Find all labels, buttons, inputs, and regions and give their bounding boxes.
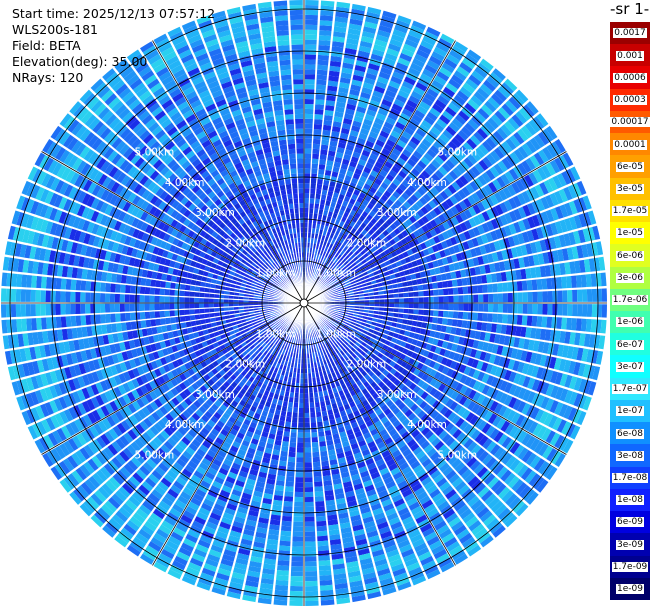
colorbar-tick-label: 1.7e-06 bbox=[611, 295, 649, 306]
colorbar-cell: 0.0006 bbox=[610, 66, 650, 90]
colorbar-cell: 0.0003 bbox=[610, 88, 650, 112]
range-label: 4.00km bbox=[407, 177, 447, 189]
colorbar-cell: 6e-07 bbox=[610, 333, 650, 356]
colorbar-tick-label: 0.00017 bbox=[610, 117, 650, 128]
range-label: 3.00km bbox=[195, 207, 235, 219]
field-text: Field: BETA bbox=[12, 38, 81, 53]
colorbar-tick-label: 1e-06 bbox=[616, 317, 644, 328]
range-label: 1.00km bbox=[256, 328, 296, 340]
colorbar-cell: 3e-07 bbox=[610, 355, 650, 379]
colorbar-tick-label: 3e-05 bbox=[616, 183, 644, 194]
range-label: 2.00km bbox=[347, 237, 387, 249]
colorbar-tick-label: 1e-05 bbox=[616, 228, 644, 239]
range-label: 3.00km bbox=[377, 389, 417, 401]
range-labels: 1.00km 1.00km 1.00km 1.00km 2.00km 2.00km 2.00… bbox=[135, 147, 478, 462]
colorbar-cell: 0.00017 bbox=[610, 110, 650, 134]
instrument-text: WLS200s-181 bbox=[12, 22, 98, 37]
colorbar-tick-label: 6e-07 bbox=[616, 339, 644, 350]
colorbar-tick-label: 1.7e-08 bbox=[611, 472, 649, 483]
colorbar-tick-label: 6e-06 bbox=[616, 250, 644, 261]
colorbar-cell: 3e-08 bbox=[610, 444, 650, 468]
colorbar-unit-label: -1 sr- bbox=[610, 0, 650, 18]
colorbar-cell: 0.0001 bbox=[610, 133, 650, 156]
colorbar-tick-label: 3e-08 bbox=[616, 450, 644, 461]
colorbar-cell: 3e-05 bbox=[610, 177, 650, 201]
colorbar-tick-label: 0.0001 bbox=[613, 139, 647, 150]
range-label: 4.00km bbox=[165, 419, 205, 431]
elevation-text: Elevation(deg): 35.00 bbox=[12, 54, 148, 69]
colorbar-cell: 1.7e-07 bbox=[610, 377, 650, 401]
colorbar-cell: 1e-08 bbox=[610, 488, 650, 512]
range-label: 4.00km bbox=[165, 177, 205, 189]
range-label: 2.00km bbox=[225, 359, 265, 371]
range-label: 5.00km bbox=[437, 147, 477, 159]
colorbar-cell: 1e-05 bbox=[610, 222, 650, 245]
ppi-scan-plot: 1.00km 1.00km 1.00km 1.00km 2.00km 2.00km 2.00… bbox=[1, 0, 607, 606]
colorbar-cell: 6e-09 bbox=[610, 511, 650, 534]
range-label: 5.00km bbox=[135, 147, 175, 159]
colorbar-cell: 3e-09 bbox=[610, 533, 650, 557]
colorbar-cell: 1e-09 bbox=[610, 577, 650, 601]
colorbar-cell: 1.7e-06 bbox=[610, 288, 650, 312]
colorbar-tick-label: 6e-05 bbox=[616, 161, 644, 172]
range-label: 1.00km bbox=[256, 268, 296, 280]
colorbar-cell: 6e-06 bbox=[610, 244, 650, 268]
range-label: 2.00km bbox=[225, 237, 265, 249]
colorbar-tick-label: 3e-06 bbox=[616, 272, 644, 283]
range-label: 4.00km bbox=[407, 419, 447, 431]
range-label: 1.00km bbox=[316, 328, 356, 340]
colorbar-tick-label: 0.0006 bbox=[613, 72, 647, 83]
colorbar-tick-label: 3e-09 bbox=[616, 539, 644, 550]
scan-rays bbox=[1, 0, 607, 606]
start-time-text: Start time: 2025/12/13 07:57:12 bbox=[12, 6, 216, 21]
colorbar-cell: 1e-07 bbox=[610, 399, 650, 423]
range-label: 1.00km bbox=[316, 268, 356, 280]
colorbar-tick-label: 0.001 bbox=[616, 50, 644, 61]
colorbar-cell: 6e-05 bbox=[610, 155, 650, 179]
range-label: 5.00km bbox=[135, 449, 175, 461]
colorbar-tick-label: 6e-09 bbox=[616, 517, 644, 528]
colorbar-tick-label: 1e-09 bbox=[616, 584, 644, 595]
colorbar-cell: 0.0017 bbox=[610, 22, 650, 45]
colorbar-cell: 1e-06 bbox=[610, 311, 650, 334]
colorbar-cell: 1.7e-05 bbox=[610, 199, 650, 223]
center-marker bbox=[299, 298, 309, 308]
colorbar-cell: 3e-06 bbox=[610, 266, 650, 290]
range-rings bbox=[1, 0, 607, 606]
range-label: 3.00km bbox=[195, 389, 235, 401]
colorbar-tick-label: 0.0017 bbox=[613, 28, 647, 39]
colorbar-cell: 1.7e-09 bbox=[610, 555, 650, 579]
nrays-text: NRays: 120 bbox=[12, 70, 84, 85]
range-label: 3.00km bbox=[377, 207, 417, 219]
colorbar-cell: 1.7e-08 bbox=[610, 466, 650, 490]
colorbar-tick-label: 6e-08 bbox=[616, 428, 644, 439]
colorbar-cell: 0.001 bbox=[610, 44, 650, 67]
colorbar: 0.0017 0.001 0.0006 0.0003 0.00017 0.0001 6e-0… bbox=[610, 22, 650, 601]
colorbar-tick-label: 1.7e-09 bbox=[611, 561, 649, 572]
colorbar-cell: 6e-08 bbox=[610, 422, 650, 445]
colorbar-tick-label: 1e-08 bbox=[616, 495, 644, 506]
colorbar-tick-label: 1.7e-07 bbox=[611, 384, 649, 395]
colorbar-tick-label: 3e-07 bbox=[616, 361, 644, 372]
colorbar-tick-label: 1e-07 bbox=[616, 406, 644, 417]
range-label: 5.00km bbox=[437, 449, 477, 461]
colorbar-tick-label: 0.0003 bbox=[613, 95, 647, 106]
range-label: 2.00km bbox=[347, 359, 387, 371]
colorbar-tick-label: 1.7e-05 bbox=[611, 206, 649, 217]
